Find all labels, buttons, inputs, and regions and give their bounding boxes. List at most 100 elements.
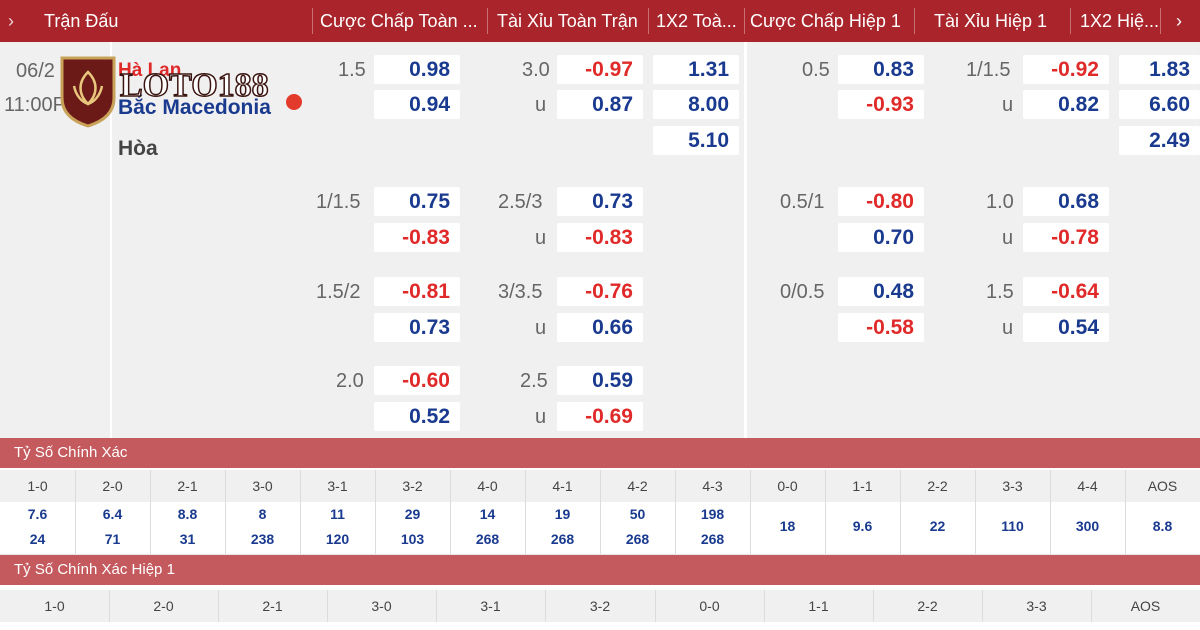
odds-cell[interactable]: 1.83 xyxy=(1119,55,1200,84)
ou-line: 2.5/3 xyxy=(498,191,543,213)
score-h1-header-cell: AOS xyxy=(1130,598,1161,614)
score-odds-bottom[interactable]: 31 xyxy=(179,531,196,547)
odds-cell[interactable]: 0.68 xyxy=(1023,187,1109,216)
odds-cell[interactable]: -0.69 xyxy=(557,402,643,431)
odds-cell[interactable]: -0.92 xyxy=(1023,55,1109,84)
score-odds-top[interactable]: 50 xyxy=(629,506,646,522)
odds-cell[interactable]: -0.93 xyxy=(838,90,924,119)
match-time: 11:00P xyxy=(4,94,66,116)
odds-cell[interactable]: -0.78 xyxy=(1023,223,1109,252)
header-full-1x2[interactable]: 1X2 Toà... xyxy=(656,11,737,31)
score-odds-bottom[interactable]: 24 xyxy=(29,531,46,547)
score-odds-bottom[interactable]: 238 xyxy=(250,531,275,547)
h1-ou-line: 1.0 xyxy=(986,191,1014,213)
loto188-logo: LOTO188 xyxy=(56,52,312,133)
header-h1-overunder[interactable]: Tài Xỉu Hiệp 1 xyxy=(934,11,1048,31)
correct-score-h1-header: 1-0 2-0 2-1 3-0 3-1 3-2 0-0 1-1 2-2 3-3 AOS xyxy=(0,590,1200,622)
ah-line: 1.5 xyxy=(338,59,366,81)
odds-cell[interactable]: 0.83 xyxy=(838,55,924,84)
correct-score-odds: 7.6 24 6.4 71 8.8 31 8 238 11 120 29 103 14 268 19 268 5… xyxy=(0,502,1200,555)
score-odds-top[interactable]: 8.8 xyxy=(1152,518,1173,534)
score-odds-bottom[interactable]: 120 xyxy=(325,531,350,547)
odds-cell[interactable]: -0.76 xyxy=(557,277,643,306)
score-h1-header-cell: 3-0 xyxy=(371,598,392,614)
odds-cell[interactable]: 0.87 xyxy=(557,90,643,119)
odds-header: › Trận Đấu Cược Chấp Toàn ... Tài Xỉu To… xyxy=(0,0,1200,42)
odds-cell[interactable]: 0.94 xyxy=(374,90,460,119)
header-h1-1x2[interactable]: 1X2 Hiệ... xyxy=(1080,11,1160,31)
ah-line: 1/1.5 xyxy=(316,191,361,213)
odds-cell[interactable]: 0.75 xyxy=(374,187,460,216)
score-odds-top[interactable]: 6.4 xyxy=(102,506,123,522)
score-odds-bottom[interactable]: 268 xyxy=(550,531,575,547)
score-odds-bottom[interactable]: 268 xyxy=(625,531,650,547)
odds-cell[interactable]: 0.59 xyxy=(557,366,643,395)
away-team[interactable]: Bắc Macedonia xyxy=(118,96,271,119)
odds-cell[interactable]: 5.10 xyxy=(653,126,739,155)
score-header-cell: 3-2 xyxy=(402,478,423,494)
odds-cell[interactable]: -0.97 xyxy=(557,55,643,84)
score-odds-top[interactable]: 14 xyxy=(479,506,496,522)
score-odds-top[interactable]: 11 xyxy=(330,506,345,522)
score-odds-top[interactable]: 29 xyxy=(404,506,421,522)
odds-cell[interactable]: 1.31 xyxy=(653,55,739,84)
odds-cell[interactable]: -0.64 xyxy=(1023,277,1109,306)
score-h1-header-cell: 3-3 xyxy=(1026,598,1047,614)
score-odds-top[interactable]: 22 xyxy=(929,518,946,534)
correct-score-h1-title: Tỷ Số Chính Xác Hiệp 1 xyxy=(14,561,175,578)
score-odds-top[interactable]: 8 xyxy=(258,506,267,522)
odds-cell[interactable]: 0.98 xyxy=(374,55,460,84)
expand-arrow-icon[interactable]: › xyxy=(8,11,14,31)
half-divider xyxy=(744,42,747,438)
correct-score-h1-band[interactable]: Tỷ Số Chính Xác Hiệp 1 xyxy=(0,555,1200,585)
odds-cell[interactable]: 8.00 xyxy=(653,90,739,119)
correct-score-band[interactable]: Tỷ Số Chính Xác xyxy=(0,438,1200,468)
draw-label: Hòa xyxy=(118,137,158,160)
odds-cell[interactable]: 2.49 xyxy=(1119,126,1200,155)
under-label: u xyxy=(1002,94,1014,116)
odds-cell[interactable]: 0.66 xyxy=(557,313,643,342)
odds-cell[interactable]: 0.48 xyxy=(838,277,924,306)
score-odds-bottom[interactable]: 103 xyxy=(400,531,425,547)
score-h1-header-cell: 3-2 xyxy=(589,598,611,614)
odds-cell[interactable]: 0.52 xyxy=(374,402,460,431)
odds-cell[interactable]: -0.83 xyxy=(557,223,643,252)
score-odds-top[interactable]: 110 xyxy=(1001,518,1024,534)
score-header-cell: 4-1 xyxy=(552,478,573,494)
odds-cell[interactable]: -0.60 xyxy=(374,366,460,395)
correct-score-header: 1-0 2-0 2-1 3-0 3-1 3-2 4-0 4-1 4-2 4-3 0-0 1-1 2-2 3… xyxy=(0,470,1200,502)
odds-cell[interactable]: 0.73 xyxy=(374,313,460,342)
score-odds-top[interactable]: 18 xyxy=(779,518,796,534)
header-h1-handicap[interactable]: Cược Chấp Hiệp 1 xyxy=(750,11,901,31)
score-odds-top[interactable]: 8.8 xyxy=(177,506,198,522)
odds-cell[interactable]: 0.70 xyxy=(838,223,924,252)
score-header-cell: 3-0 xyxy=(252,478,273,494)
score-odds-top[interactable]: 9.6 xyxy=(852,518,873,534)
score-odds-bottom[interactable]: 268 xyxy=(475,531,500,547)
odds-cell[interactable]: 0.73 xyxy=(557,187,643,216)
score-h1-header-cell: 0-0 xyxy=(699,598,720,614)
correct-score-h1-odds xyxy=(0,622,1200,630)
score-header-cell: 4-0 xyxy=(477,478,498,494)
odds-cell[interactable]: -0.80 xyxy=(838,187,924,216)
score-header-cell: 2-1 xyxy=(177,478,198,494)
header-match: Trận Đấu xyxy=(44,11,119,31)
score-header-cell: 1-0 xyxy=(27,478,48,494)
odds-cell[interactable]: 0.82 xyxy=(1023,90,1109,119)
score-odds-top[interactable]: 7.6 xyxy=(27,506,48,522)
score-odds-top[interactable]: 19 xyxy=(554,506,571,522)
h1-ou-line: 1/1.5 xyxy=(966,59,1011,81)
odds-cell[interactable]: -0.83 xyxy=(374,223,460,252)
odds-cell[interactable]: 6.60 xyxy=(1119,90,1200,119)
home-team[interactable]: Hà Lan xyxy=(118,60,182,81)
score-odds-top[interactable]: 300 xyxy=(1075,518,1100,534)
header-full-handicap[interactable]: Cược Chấp Toàn ... xyxy=(320,11,478,31)
odds-cell[interactable]: -0.58 xyxy=(838,313,924,342)
next-columns-icon[interactable]: › xyxy=(1176,11,1182,31)
odds-cell[interactable]: -0.81 xyxy=(374,277,460,306)
header-full-overunder[interactable]: Tài Xỉu Toàn Trận xyxy=(497,11,638,31)
score-odds-bottom[interactable]: 71 xyxy=(104,531,121,547)
score-odds-top[interactable]: 198 xyxy=(700,506,725,522)
odds-cell[interactable]: 0.54 xyxy=(1023,313,1109,342)
score-odds-bottom[interactable]: 268 xyxy=(700,531,725,547)
